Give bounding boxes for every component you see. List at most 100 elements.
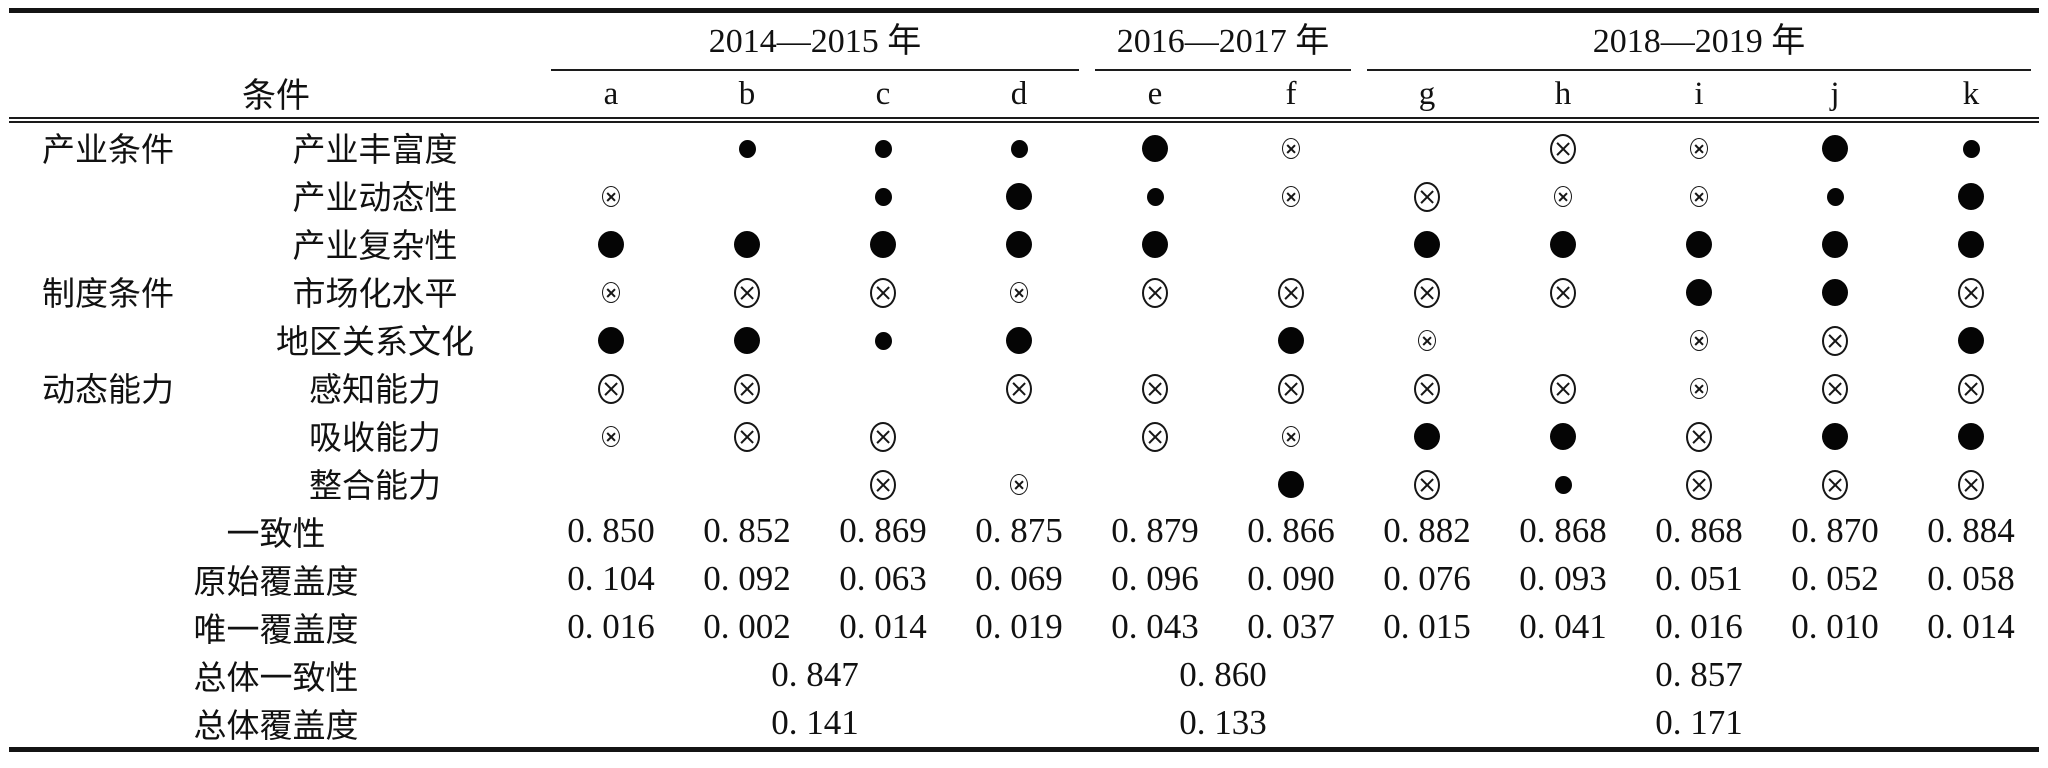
group-label bbox=[9, 411, 207, 459]
metric-value: 0. 043 bbox=[1111, 607, 1199, 646]
symbol-cell bbox=[1087, 411, 1223, 459]
metric-value: 0. 010 bbox=[1791, 607, 1879, 646]
large-crossed-circle-icon bbox=[1958, 469, 1985, 500]
small-crossed-circle-icon bbox=[1010, 282, 1028, 304]
metric-value: 0. 868 bbox=[1519, 511, 1607, 550]
symbol-cell bbox=[1223, 219, 1359, 267]
symbol-cell bbox=[679, 171, 815, 219]
overall-value: 0. 171 bbox=[1655, 703, 1743, 742]
overall-value: 0. 857 bbox=[1655, 655, 1743, 694]
symbol-cell bbox=[815, 122, 951, 171]
year-group-label-2016-2017: 2016—2017 年 bbox=[1095, 13, 1351, 71]
metric-value: 0. 093 bbox=[1519, 559, 1607, 598]
symbol-cell bbox=[679, 122, 815, 171]
symbol-cell bbox=[1495, 219, 1631, 267]
condition-row: 产业动态性 bbox=[9, 171, 2039, 219]
symbol-cell bbox=[951, 411, 1087, 459]
small-crossed-circle-icon bbox=[1690, 378, 1708, 400]
large-crossed-circle-icon bbox=[734, 373, 760, 404]
symbol-cell bbox=[1767, 315, 1903, 363]
symbol-cell bbox=[951, 171, 1087, 219]
metric-value: 0. 019 bbox=[975, 607, 1063, 646]
symbol-cell bbox=[815, 267, 951, 315]
metric-value: 0. 092 bbox=[703, 559, 791, 598]
symbol-cell bbox=[1903, 411, 2039, 459]
condition-row: 整合能力 bbox=[9, 459, 2039, 507]
large-crossed-circle-icon bbox=[598, 373, 624, 404]
condition-row: 制度条件 市场化水平 bbox=[9, 267, 2039, 315]
overall-row: 总体覆盖度 0. 141 0. 133 0. 171 bbox=[9, 699, 2039, 750]
table-body: 产业条件 产业丰富度 产业动态性 产业复杂性 制度条件 市场化水平 地区关系文化 动态能力 感知… bbox=[9, 122, 2039, 750]
large-crossed-circle-icon bbox=[1414, 373, 1440, 404]
large-filled-circle-icon bbox=[1958, 183, 1985, 211]
metric-row: 原始覆盖度 0. 104 0. 092 0. 063 0. 069 0. 096 0. 09… bbox=[9, 555, 2039, 603]
metric-value: 0. 016 bbox=[567, 607, 655, 646]
metric-value: 0. 052 bbox=[1791, 559, 1879, 598]
small-crossed-circle-icon bbox=[1690, 186, 1708, 208]
condition-label: 地区关系文化 bbox=[276, 325, 474, 361]
symbol-cell bbox=[1495, 315, 1631, 363]
metric-label: 唯一覆盖度 bbox=[193, 613, 359, 649]
small-filled-circle-icon bbox=[1010, 139, 1028, 158]
symbol-cell bbox=[1223, 171, 1359, 219]
symbol-cell bbox=[1767, 363, 1903, 411]
large-filled-circle-icon bbox=[1142, 231, 1168, 259]
large-filled-circle-icon bbox=[870, 231, 896, 259]
symbol-cell bbox=[815, 219, 951, 267]
small-filled-circle-icon bbox=[874, 139, 892, 158]
large-filled-circle-icon bbox=[1550, 423, 1576, 451]
header-separator-double-rule bbox=[9, 117, 2040, 123]
large-crossed-circle-icon bbox=[1550, 277, 1576, 308]
large-filled-circle-icon bbox=[1958, 423, 1985, 451]
large-crossed-circle-icon bbox=[870, 421, 896, 452]
metric-value: 0. 879 bbox=[1111, 511, 1199, 550]
group-label: 动态能力 bbox=[42, 373, 174, 409]
large-crossed-circle-icon bbox=[1006, 373, 1032, 404]
condition-row: 动态能力 感知能力 bbox=[9, 363, 2039, 411]
symbol-cell bbox=[1359, 219, 1495, 267]
large-crossed-circle-icon bbox=[870, 277, 896, 308]
small-crossed-circle-icon bbox=[602, 426, 620, 448]
large-filled-circle-icon bbox=[1822, 135, 1848, 163]
overall-value: 0. 847 bbox=[771, 655, 859, 694]
solution-column-j: j bbox=[1830, 75, 1840, 112]
symbol-cell bbox=[1767, 219, 1903, 267]
symbol-cell bbox=[951, 315, 1087, 363]
symbol-cell bbox=[1767, 171, 1903, 219]
symbol-cell bbox=[815, 411, 951, 459]
symbol-cell bbox=[679, 363, 815, 411]
large-filled-circle-icon bbox=[1414, 423, 1440, 451]
condition-label: 产业动态性 bbox=[292, 181, 458, 217]
year-group-header-3: 2018—2019 年 bbox=[1359, 11, 2039, 71]
symbol-cell bbox=[543, 363, 679, 411]
large-filled-circle-icon bbox=[1006, 327, 1032, 355]
metric-value: 0. 016 bbox=[1655, 607, 1743, 646]
condition-label: 吸收能力 bbox=[309, 421, 441, 457]
symbol-cell bbox=[1223, 315, 1359, 363]
solution-header-row: a b c d e f g h i j k bbox=[9, 71, 2039, 118]
group-label bbox=[9, 219, 207, 267]
symbol-cell bbox=[1495, 171, 1631, 219]
metric-value: 0. 037 bbox=[1247, 607, 1335, 646]
symbol-cell bbox=[1223, 411, 1359, 459]
symbol-cell bbox=[1087, 315, 1223, 363]
overall-label: 总体覆盖度 bbox=[193, 709, 359, 745]
symbol-cell bbox=[1903, 363, 2039, 411]
large-filled-circle-icon bbox=[1686, 231, 1712, 259]
symbol-cell bbox=[1359, 459, 1495, 507]
symbol-cell bbox=[1087, 171, 1223, 219]
large-filled-circle-icon bbox=[734, 231, 760, 259]
symbol-cell bbox=[1495, 363, 1631, 411]
large-crossed-circle-icon bbox=[1142, 277, 1168, 308]
symbol-cell bbox=[1087, 363, 1223, 411]
symbol-cell bbox=[1359, 315, 1495, 363]
symbol-cell bbox=[1087, 219, 1223, 267]
symbol-cell bbox=[1631, 363, 1767, 411]
group-label: 产业条件 bbox=[42, 133, 174, 169]
small-crossed-circle-icon bbox=[1010, 474, 1028, 496]
symbol-cell bbox=[815, 363, 951, 411]
condition-column-header: 条件 bbox=[242, 78, 310, 115]
symbol-cell bbox=[1903, 171, 2039, 219]
metric-value: 0. 015 bbox=[1383, 607, 1471, 646]
symbol-cell bbox=[1631, 459, 1767, 507]
